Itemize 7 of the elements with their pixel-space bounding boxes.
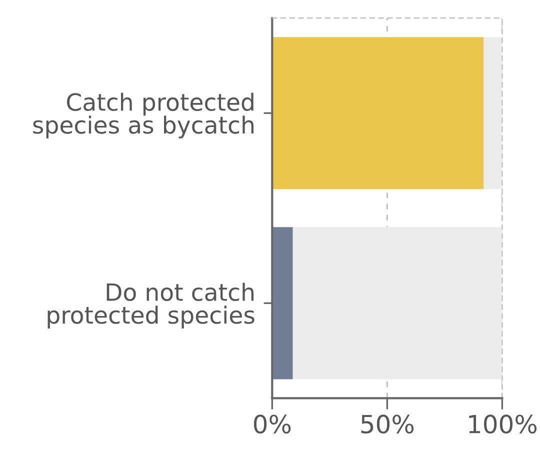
x-tick-label: 50%	[361, 414, 414, 434]
bar	[272, 227, 293, 380]
x-tick-label: 0%	[254, 414, 291, 434]
y-tick-label: Catch protected species as bycatch	[33, 92, 254, 138]
bar	[484, 37, 502, 190]
x-tick-label: 100%	[469, 414, 537, 434]
y-tick-label: Do not catch protected species	[48, 282, 254, 328]
